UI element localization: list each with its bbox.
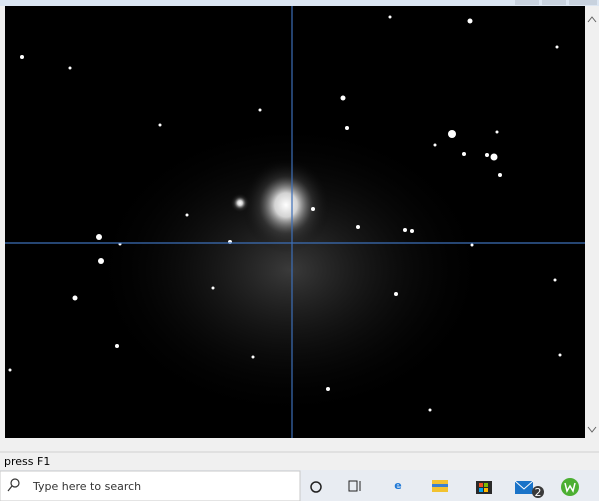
mail-flap <box>514 480 534 490</box>
star <box>555 45 559 49</box>
star <box>326 387 330 391</box>
star <box>258 108 262 112</box>
star <box>467 18 473 24</box>
store-bag <box>476 481 492 494</box>
search-icon <box>10 478 20 488</box>
star <box>498 173 502 177</box>
store-logo <box>479 488 483 492</box>
file-explorer-button[interactable] <box>432 480 448 492</box>
stars <box>8 15 562 412</box>
star <box>394 292 398 296</box>
star <box>495 130 499 134</box>
star <box>433 143 437 147</box>
star <box>470 243 474 247</box>
search-placeholder: Type here to search <box>32 480 141 493</box>
status-bar <box>0 452 599 470</box>
star <box>115 344 119 348</box>
task-view-icon <box>348 480 358 492</box>
store-logo <box>484 483 488 487</box>
star <box>428 408 432 412</box>
star <box>448 130 456 138</box>
star <box>388 15 392 19</box>
nebula-core <box>241 157 331 253</box>
search-box[interactable] <box>0 470 301 501</box>
edge-icon[interactable]: e <box>394 479 401 492</box>
star <box>185 213 189 217</box>
mail-icon <box>515 481 533 494</box>
star <box>558 353 562 357</box>
star <box>356 225 360 229</box>
folder-band <box>432 484 448 487</box>
star <box>251 355 255 359</box>
minimize-button[interactable] <box>515 0 539 5</box>
search-icon-handle <box>7 485 13 492</box>
star <box>211 286 215 290</box>
store-button[interactable] <box>476 481 492 494</box>
star <box>96 234 102 240</box>
star <box>68 66 72 70</box>
store-logo <box>479 483 483 487</box>
scrollbar[interactable] <box>585 6 599 438</box>
mail-button[interactable]: 2 <box>514 480 544 499</box>
star <box>20 55 24 59</box>
star <box>72 295 78 301</box>
star <box>311 207 315 211</box>
app-icon-glyph <box>564 482 576 493</box>
title-bar <box>0 0 599 6</box>
star <box>490 153 498 161</box>
close-button[interactable] <box>569 0 597 5</box>
nebula-knot <box>230 193 250 213</box>
scroll-up[interactable] <box>587 16 597 23</box>
star <box>553 278 557 282</box>
store-logo <box>484 488 488 492</box>
star <box>8 368 12 372</box>
cortana-button[interactable] <box>310 481 322 493</box>
star <box>462 152 466 156</box>
nebula-glow <box>90 120 490 420</box>
star <box>410 229 414 233</box>
star <box>98 258 104 264</box>
mail-badge-count: 2 <box>535 486 542 499</box>
status-text: press F1 <box>4 455 50 468</box>
star <box>485 153 489 157</box>
star <box>345 126 349 130</box>
star <box>403 228 407 232</box>
maximize-button[interactable] <box>542 0 566 5</box>
task-view-button[interactable] <box>348 480 361 492</box>
star <box>158 123 162 127</box>
scroll-down[interactable] <box>587 426 597 433</box>
mail-badge <box>532 486 544 498</box>
star <box>340 95 346 101</box>
